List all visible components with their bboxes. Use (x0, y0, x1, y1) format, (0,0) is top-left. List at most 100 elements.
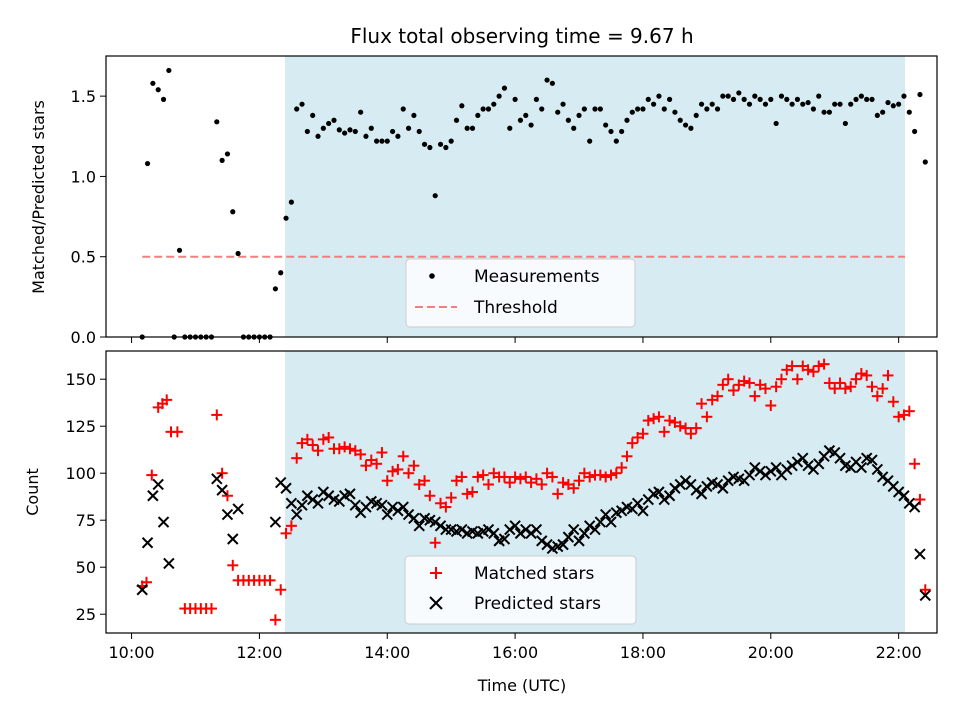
measurement-point (661, 106, 667, 112)
measurement-point (730, 96, 737, 102)
measurement-point (571, 125, 577, 131)
measurement-point (491, 101, 497, 107)
predicted-star-point (583, 520, 596, 532)
matched-star-point (701, 411, 713, 423)
matched-star-point (546, 471, 558, 483)
measurement-point (539, 106, 545, 112)
measurement-point (810, 106, 817, 112)
predicted-star-point (290, 508, 303, 521)
measurement-point (922, 159, 928, 165)
predicted-star-point (834, 452, 846, 464)
measurement-point (517, 117, 524, 123)
y-tick-label: 1.0 (71, 167, 96, 186)
matched-star-point (161, 394, 173, 406)
measurement-point (342, 130, 348, 136)
measurement-point (624, 117, 630, 123)
predicted-star-point (743, 469, 756, 481)
measurement-point (704, 106, 710, 112)
measurement-point (832, 101, 838, 107)
predicted-star-point (216, 484, 228, 496)
measurement-point (469, 125, 476, 131)
measurement-point (890, 103, 896, 109)
matched-star-point (514, 473, 526, 485)
matched-star-point (839, 383, 851, 395)
measurement-point (848, 101, 854, 107)
legend-matched-stars: Matched stars (474, 564, 594, 584)
predicted-star-point (876, 471, 889, 483)
matched-star-point (344, 443, 356, 455)
predicted-star-point (855, 461, 868, 474)
predicted-star-point (386, 501, 399, 513)
matched-star-point (866, 381, 878, 393)
measurement-point (411, 112, 417, 119)
measurement-point (864, 96, 870, 102)
measurement-point (725, 93, 731, 99)
matched-star-point (786, 360, 798, 372)
predicted-star-point (903, 497, 916, 509)
predicted-star-point (525, 527, 537, 540)
matched-star-point (472, 471, 484, 483)
matched-star-point (807, 366, 819, 378)
predicted-star-point (322, 490, 335, 502)
predicted-star-point (211, 473, 223, 485)
measurement-point (272, 286, 278, 292)
measurement-point (635, 106, 641, 112)
predicted-star-point (722, 475, 734, 487)
measurement-point (874, 112, 880, 119)
matched-star-point (845, 381, 857, 393)
matched-star-point (323, 431, 335, 443)
measurement-point (374, 138, 380, 144)
matched-star-point (584, 471, 596, 483)
predicted-star-point (306, 493, 319, 506)
measurement-point (608, 128, 614, 135)
predicted-star-point (402, 508, 415, 521)
predicted-star-point (759, 469, 772, 481)
predicted-star-point (488, 527, 500, 540)
measurement-point (384, 138, 390, 144)
matched-star-point (722, 373, 734, 385)
top-panel: Flux total observing time = 9.67 h 0.00.… (29, 24, 938, 347)
measurement-point (166, 67, 172, 74)
matched-star-point (461, 488, 473, 500)
predicted-star-point (631, 497, 644, 509)
predicted-star-point (562, 531, 575, 543)
predicted-star-point (679, 475, 692, 487)
matched-star-point (626, 437, 638, 449)
matched-star-point (360, 460, 372, 472)
matched-star-point (371, 458, 383, 470)
measurement-point (762, 101, 769, 107)
predicted-star-point (717, 482, 729, 494)
matched-star-point (227, 559, 239, 571)
measurement-point (294, 106, 300, 112)
legend-measurements: Measurements (474, 267, 600, 287)
x-tick-label: 10:00 (109, 643, 155, 662)
matched-star-point (419, 475, 431, 487)
predicted-star-point (690, 484, 702, 496)
matched-star-point (728, 384, 740, 396)
matched-star-point (552, 488, 564, 500)
measurement-point (235, 250, 241, 257)
legend-threshold: Threshold (473, 298, 558, 318)
matched-star-point (882, 369, 894, 381)
measurement-point (757, 96, 763, 102)
measurement-point (778, 93, 785, 99)
top-legend-box (405, 258, 636, 328)
predicted-star-point (392, 505, 404, 517)
matched-star-point (642, 415, 654, 427)
measurement-point (651, 101, 657, 107)
measurement-point (416, 128, 422, 135)
predicted-star-point (520, 523, 532, 536)
matched-star-point (914, 494, 926, 506)
measurement-point (310, 112, 316, 119)
measurement-point (619, 128, 625, 135)
matched-star-point (887, 396, 899, 408)
matched-star-point (680, 422, 692, 434)
measurement-point (789, 101, 795, 107)
matched-star-point (813, 360, 825, 372)
measurement-point (443, 144, 449, 151)
predicted-star-point (871, 463, 884, 476)
predicted-star-point (163, 557, 175, 570)
measurement-point (144, 160, 151, 167)
matched-star-point (466, 486, 478, 498)
matched-star-point (765, 400, 777, 412)
